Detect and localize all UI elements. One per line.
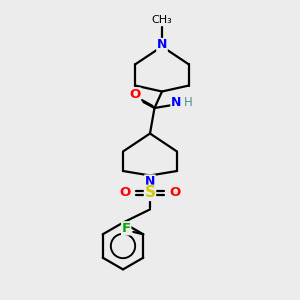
Text: F: F: [122, 222, 131, 235]
Text: N: N: [157, 38, 167, 52]
Text: N: N: [171, 96, 181, 110]
Text: O: O: [119, 186, 131, 200]
Text: S: S: [145, 185, 155, 200]
Text: H: H: [184, 96, 193, 110]
Text: CH₃: CH₃: [152, 15, 172, 26]
Text: O: O: [169, 186, 181, 200]
Text: N: N: [145, 175, 155, 188]
Text: O: O: [129, 88, 141, 101]
